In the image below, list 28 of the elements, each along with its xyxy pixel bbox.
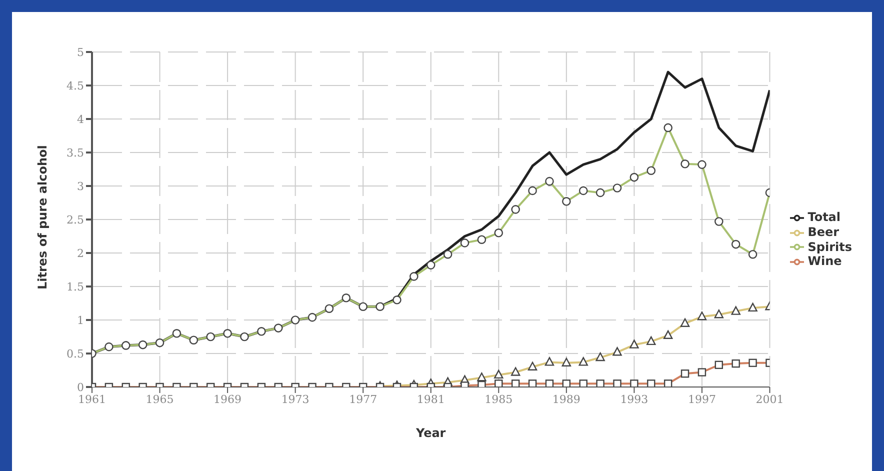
x-tick-label: 1981 xyxy=(416,392,445,406)
y-tick-label: 1.5 xyxy=(66,280,84,294)
x-tick-label: 1961 xyxy=(78,392,106,406)
legend-label: Wine xyxy=(808,254,842,268)
x-tick-label: 2001 xyxy=(756,392,784,406)
y-tick-label: 2 xyxy=(77,246,84,260)
y-tick-label: 0.5 xyxy=(66,347,84,360)
y-axis-title: Litres of pure alcohol xyxy=(35,145,50,290)
x-tick-label: 1965 xyxy=(146,392,174,406)
x-tick-label: 1993 xyxy=(620,392,648,406)
y-tick-label: 4.5 xyxy=(66,79,84,92)
y-tick-label: 2.5 xyxy=(66,213,84,226)
y-tick-label: 3 xyxy=(77,180,84,193)
legend-label: Beer xyxy=(808,224,840,239)
x-tick-label: 1997 xyxy=(688,392,716,406)
legend-label: Total xyxy=(808,210,841,224)
x-tick-label: 1969 xyxy=(214,392,242,406)
x-tick-label: 1985 xyxy=(484,392,513,406)
x-tick-label: 1989 xyxy=(552,392,580,406)
y-tick-label: 1 xyxy=(77,314,84,327)
x-tick-label: 1973 xyxy=(281,392,310,406)
x-axis-title: Year xyxy=(414,426,446,440)
y-tick-label: 5 xyxy=(77,46,84,59)
y-tick-label: 4 xyxy=(77,112,84,126)
x-tick-label: 1977 xyxy=(349,392,378,406)
y-tick-label: 0 xyxy=(77,380,84,394)
y-tick-label: 3.5 xyxy=(66,146,84,160)
legend-label: Spirits xyxy=(808,240,852,254)
